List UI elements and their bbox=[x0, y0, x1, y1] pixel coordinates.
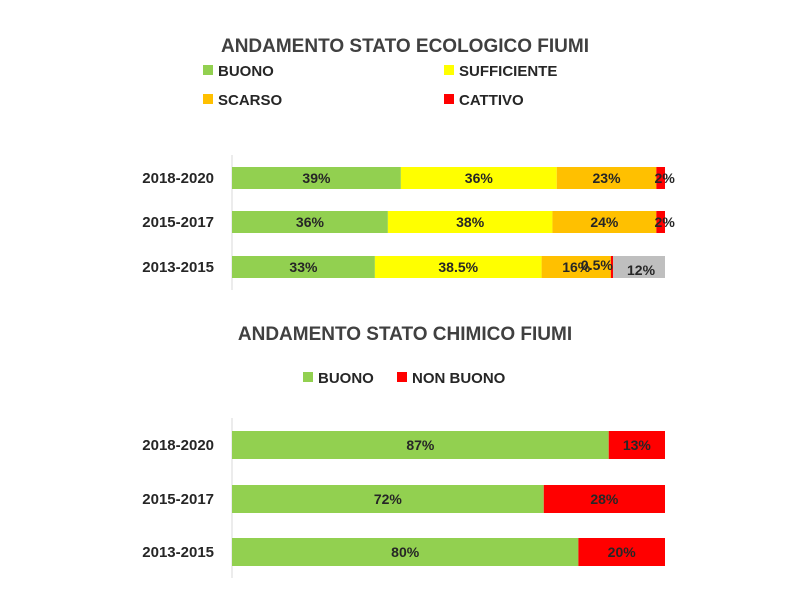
legend-label: BUONO bbox=[318, 370, 374, 387]
bar-segment bbox=[374, 256, 542, 278]
legend-swatch bbox=[303, 372, 313, 382]
bar-segment bbox=[556, 167, 657, 189]
legend-label: SCARSO bbox=[218, 92, 283, 109]
legend-swatch bbox=[203, 94, 213, 104]
chart-1: ANDAMENTO STATO ECOLOGICO FIUMI BUONO SUFF… bbox=[142, 36, 675, 290]
legend-item: SUFFICIENTE bbox=[444, 63, 557, 80]
legend-item: NON BUONO bbox=[397, 370, 506, 387]
legend-swatch bbox=[444, 65, 454, 75]
data-label: 38.5% bbox=[438, 259, 478, 275]
legend-item: SCARSO bbox=[203, 92, 283, 109]
data-label: 2% bbox=[655, 170, 676, 186]
bar-segment bbox=[578, 538, 665, 566]
data-label: 12% bbox=[627, 262, 656, 278]
data-label: 72% bbox=[374, 491, 403, 507]
legend-swatch bbox=[444, 94, 454, 104]
data-label: 87% bbox=[406, 437, 435, 453]
bar-segment bbox=[541, 256, 611, 278]
category-label: 2013-2015 bbox=[142, 544, 214, 561]
legend-swatch bbox=[397, 372, 407, 382]
category-label: 2015-2017 bbox=[142, 491, 214, 508]
data-label: 2% bbox=[655, 214, 676, 230]
legend-label: BUONO bbox=[218, 63, 274, 80]
legend-item: CATTIVO bbox=[444, 92, 524, 109]
chart-2: ANDAMENTO STATO CHIMICO FIUMI BUONO NON BU… bbox=[142, 324, 665, 578]
legend-label: CATTIVO bbox=[459, 92, 524, 109]
chart-title: ANDAMENTO STATO CHIMICO FIUMI bbox=[238, 324, 572, 345]
bar-segment bbox=[387, 211, 553, 233]
data-label: 13% bbox=[623, 437, 652, 453]
legend-label: SUFFICIENTE bbox=[459, 63, 557, 80]
data-label: 39% bbox=[302, 170, 331, 186]
bar-segment bbox=[400, 167, 557, 189]
data-label: 33% bbox=[289, 259, 318, 275]
bar-segment bbox=[232, 538, 579, 566]
data-label: 20% bbox=[608, 544, 637, 560]
chart-title: ANDAMENTO STATO ECOLOGICO FIUMI bbox=[221, 36, 589, 57]
category-label: 2013-2015 bbox=[142, 259, 214, 276]
data-label: 23% bbox=[593, 170, 622, 186]
category-label: 2015-2017 bbox=[142, 214, 214, 231]
data-label: 36% bbox=[296, 214, 325, 230]
bar-segment bbox=[552, 211, 657, 233]
data-label: 0.5% bbox=[581, 257, 613, 273]
bar-segment bbox=[232, 167, 401, 189]
bar-segment bbox=[232, 211, 388, 233]
bar-segment bbox=[656, 167, 665, 189]
bar-segment bbox=[608, 431, 665, 459]
legend-item: BUONO bbox=[303, 370, 374, 387]
data-label: 16% bbox=[562, 259, 591, 275]
bar-segment bbox=[543, 485, 665, 513]
bar-segment bbox=[610, 256, 614, 278]
bar-segment bbox=[232, 256, 375, 278]
category-label: 2018-2020 bbox=[142, 170, 214, 187]
legend-label: NON BUONO bbox=[412, 370, 506, 387]
bar-segment bbox=[232, 485, 544, 513]
legend-item: BUONO bbox=[203, 63, 274, 80]
category-label: 2018-2020 bbox=[142, 437, 214, 454]
data-label: 80% bbox=[391, 544, 420, 560]
data-label: 28% bbox=[590, 491, 619, 507]
data-label: 24% bbox=[590, 214, 619, 230]
bar-segment bbox=[232, 431, 609, 459]
data-label: 38% bbox=[456, 214, 485, 230]
bar-segment bbox=[613, 256, 665, 278]
data-label: 36% bbox=[465, 170, 494, 186]
legend-swatch bbox=[203, 65, 213, 75]
bar-segment bbox=[656, 211, 665, 233]
